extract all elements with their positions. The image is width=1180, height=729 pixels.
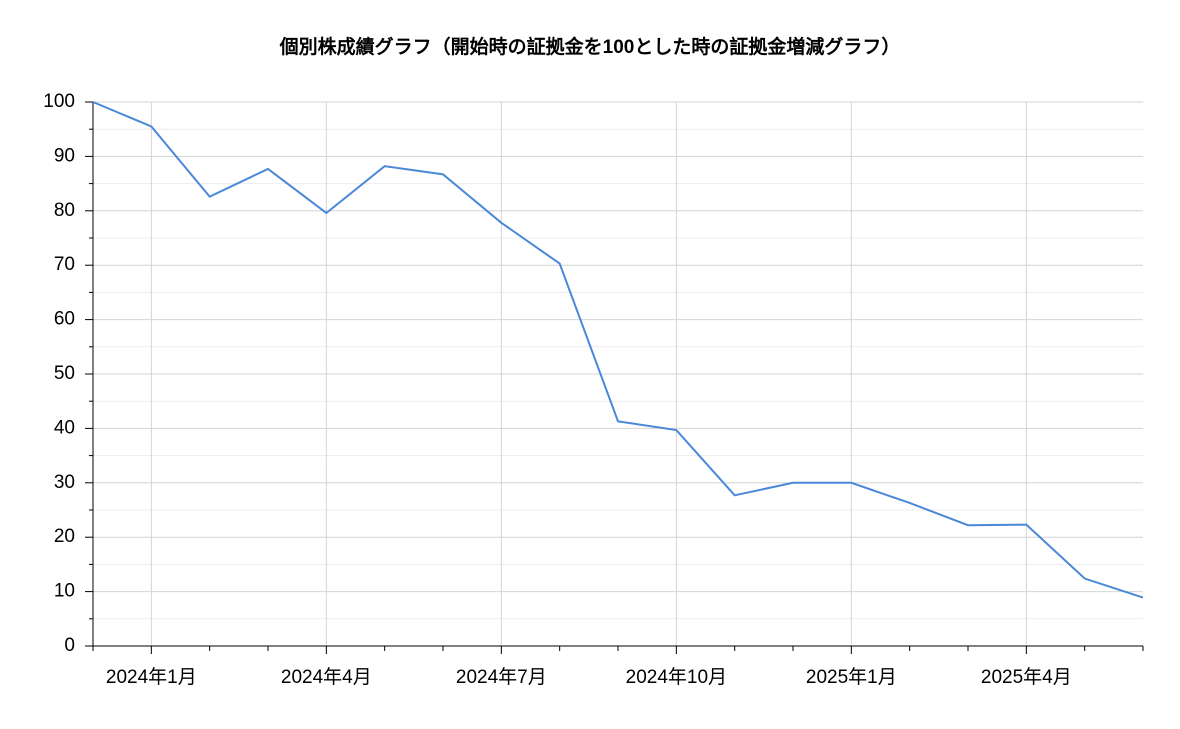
x-tick-label: 2024年10月 [626,666,727,688]
y-tick-label: 30 [54,472,75,493]
y-tick-label: 10 [54,581,75,602]
y-tick-label: 80 [54,200,75,221]
x-tick-label: 2024年4月 [281,666,372,688]
y-tick-label: 70 [54,254,75,275]
chart-title: 個別株成績グラフ（開始時の証拠金を100とした時の証拠金増減グラフ） [279,35,901,58]
y-tick-label: 40 [54,417,75,438]
y-tick-label: 90 [54,145,75,166]
y-tick-label: 50 [54,363,75,384]
y-tick-label: 60 [54,309,75,330]
y-tick-label: 0 [64,635,75,656]
y-tick-label: 100 [43,91,75,112]
x-tick-label: 2025年1月 [806,666,897,688]
line-series [92,101,1144,599]
y-tick-label: 20 [54,526,75,547]
x-tick-label: 2024年1月 [106,666,197,688]
x-tick-label: 2024年7月 [456,666,547,688]
x-tick-label: 2025年4月 [981,666,1072,688]
